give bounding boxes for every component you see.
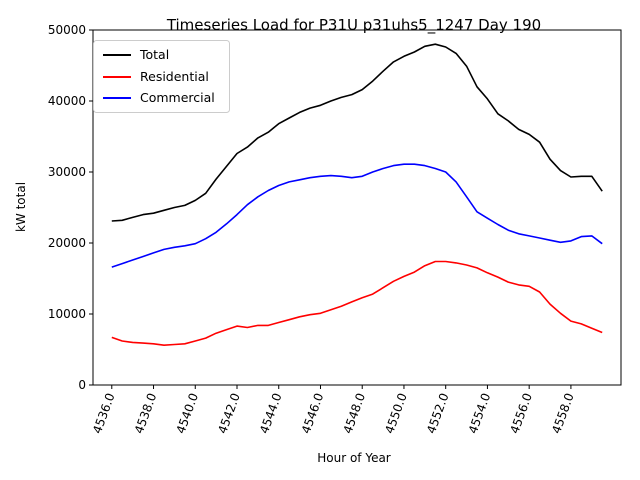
- y-tick-label: 10000: [48, 307, 86, 321]
- x-axis-label: Hour of Year: [317, 451, 391, 465]
- y-tick-label: 40000: [48, 94, 86, 108]
- y-tick-label: 50000: [48, 23, 86, 37]
- series-line-residential: [111, 260, 603, 347]
- legend-frame: [93, 40, 230, 113]
- legend-label-residential: Residential: [140, 69, 209, 84]
- axes-frame: [92, 29, 622, 386]
- legend-label-total: Total: [139, 47, 169, 62]
- chart-title: Timeseries Load for P31U p31uhs5_1247 Da…: [166, 16, 541, 35]
- legend: Total Residential Commercial: [93, 40, 230, 113]
- y-tick-label: 20000: [48, 236, 86, 250]
- y-tick-label: 30000: [48, 165, 86, 179]
- series-line-commercial: [111, 163, 603, 268]
- series-layer: [111, 43, 603, 347]
- legend-label-commercial: Commercial: [140, 90, 215, 105]
- y-tick-label: 0: [78, 378, 86, 392]
- y-axis-label: kW total: [14, 182, 28, 232]
- series-line-total: [111, 43, 603, 222]
- y-axis: 0 10000 20000 30000 40000 50000: [48, 23, 93, 392]
